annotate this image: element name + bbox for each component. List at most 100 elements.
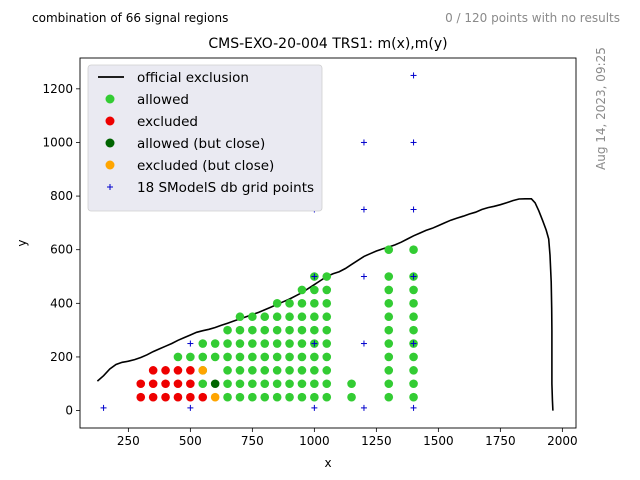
grid-point xyxy=(410,404,417,411)
legend-label: allowed (but close) xyxy=(137,136,265,152)
allowed-point xyxy=(235,392,245,402)
allowed-point xyxy=(248,352,257,362)
x-tick-label: 1000 xyxy=(299,434,330,448)
legend-dot-swatch xyxy=(105,160,115,170)
grid-point xyxy=(360,139,367,146)
allowed-point xyxy=(223,379,232,389)
allowed-point xyxy=(285,366,294,375)
allowed-point xyxy=(384,352,394,362)
y-ticks: 0 200 400 600 800 1000 1200 xyxy=(42,82,80,418)
allowed-point xyxy=(297,299,307,308)
grid-point xyxy=(100,404,107,411)
y-axis-label: y xyxy=(15,239,29,246)
grid-point xyxy=(311,340,318,347)
allowed-point xyxy=(384,245,394,255)
allowed-point xyxy=(310,285,319,295)
excluded-point xyxy=(161,392,170,402)
allowed-point xyxy=(322,272,332,281)
allowed-point xyxy=(409,245,418,255)
grid-point xyxy=(311,404,318,411)
y-tick-label: 1000 xyxy=(42,135,73,149)
allowed-point xyxy=(297,366,307,375)
allowed-point xyxy=(248,312,257,322)
exclusion-layer xyxy=(96,198,554,411)
allowed-point xyxy=(384,325,394,335)
legend-plus-swatch xyxy=(107,184,113,190)
x-tick-label: 2000 xyxy=(547,434,578,448)
x-tick-label: 500 xyxy=(179,434,202,448)
grid-point xyxy=(410,139,417,146)
allowed-point xyxy=(409,379,418,389)
allowed-point xyxy=(223,325,232,335)
grid-point xyxy=(311,273,318,280)
allowed-point xyxy=(260,392,270,402)
allowed-point xyxy=(322,325,332,335)
y-tick-label: 600 xyxy=(50,243,73,257)
allowed-point xyxy=(173,352,183,362)
allowed-point xyxy=(235,366,245,375)
allowed-point xyxy=(235,312,245,322)
grid-point xyxy=(410,340,417,347)
allowed-point xyxy=(223,352,232,362)
grid-point xyxy=(410,72,417,79)
grid-point xyxy=(410,206,417,213)
y-tick-label: 800 xyxy=(50,189,73,203)
allowed-point xyxy=(322,379,332,389)
legend-dot-swatch xyxy=(105,138,115,148)
y-tick-label: 1200 xyxy=(42,82,73,96)
allowed-point xyxy=(297,339,307,348)
legend-dot-swatch xyxy=(105,116,115,126)
excluded-point xyxy=(148,379,158,389)
x-tick-label: 1750 xyxy=(485,434,516,448)
allowed-point xyxy=(310,352,319,362)
excluded-point xyxy=(148,392,158,402)
allowed-point xyxy=(260,339,270,348)
allowed-point xyxy=(285,379,294,389)
allowed-point xyxy=(384,272,394,281)
allowed-point xyxy=(322,366,332,375)
excluded-point xyxy=(173,366,183,375)
allowed-point xyxy=(322,312,332,322)
allowed-point xyxy=(310,312,319,322)
excluded-point xyxy=(186,366,195,375)
allowed-point xyxy=(248,379,257,389)
allowed-point xyxy=(272,339,282,348)
excluded-point xyxy=(186,379,195,389)
allowed-point xyxy=(272,392,282,402)
excluded-point xyxy=(186,392,195,402)
allowed-point xyxy=(186,352,195,362)
official-exclusion-line xyxy=(96,198,554,411)
grid-point xyxy=(360,340,367,347)
allowed-point xyxy=(384,312,394,322)
allowed-point xyxy=(210,339,220,348)
allowed-point xyxy=(223,339,232,348)
allowed-point xyxy=(210,352,220,362)
allowed-point xyxy=(384,285,394,295)
excluded-close-point xyxy=(210,392,220,402)
allowed-point xyxy=(409,366,418,375)
x-tick-label: 1500 xyxy=(423,434,454,448)
allowed-point xyxy=(260,352,270,362)
excluded-point xyxy=(161,379,170,389)
allowed-point xyxy=(322,299,332,308)
signal-regions-note: combination of 66 signal regions xyxy=(32,11,229,25)
allowed-point xyxy=(384,366,394,375)
allowed-point xyxy=(235,339,245,348)
allowed-point xyxy=(322,392,332,402)
excluded-point xyxy=(136,392,146,402)
allowed-point xyxy=(260,312,270,322)
allowed-point xyxy=(272,379,282,389)
legend-label: official exclusion xyxy=(137,70,249,86)
grid-point xyxy=(410,273,417,280)
allowed-close-point xyxy=(210,379,220,389)
excluded-close-point xyxy=(198,366,208,375)
y-tick-label: 200 xyxy=(50,350,73,364)
allowed-point xyxy=(198,379,208,389)
allowed-point xyxy=(260,325,270,335)
allowed-point xyxy=(297,379,307,389)
allowed-point xyxy=(384,379,394,389)
excluded-point xyxy=(148,366,158,375)
allowed-point xyxy=(384,392,394,402)
allowed-point xyxy=(409,352,418,362)
allowed-point xyxy=(310,379,319,389)
